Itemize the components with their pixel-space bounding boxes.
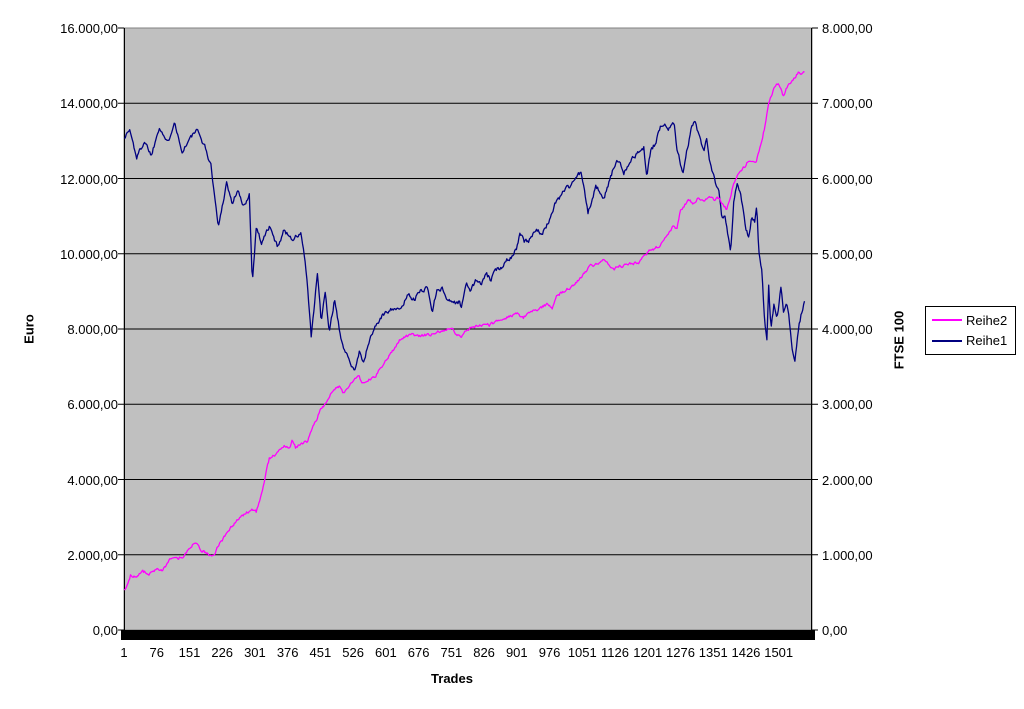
x-axis-label: 751 [440,645,463,660]
x-axis-label: 151 [178,645,201,660]
x-axis-label: 451 [309,645,332,660]
left-axis-label: 6.000,00 [67,397,118,413]
x-axis-label: 1051 [567,645,597,660]
x-axis-label: 826 [473,645,495,660]
x-axis-label: 1501 [764,645,794,660]
x-axis-label: 976 [538,645,561,660]
right-axis-label: 2.000,00 [822,472,873,488]
legend-item: Reihe1 [926,333,1015,348]
legend-label: Reihe1 [966,333,1008,349]
right-axis-title: FTSE 100 [891,310,907,370]
legend-label: Reihe2 [966,312,1008,328]
legend-line-sample [932,319,962,322]
left-axis-label: 0,00 [92,623,118,638]
right-axis-label: 7.000,00 [822,96,873,112]
right-axis-label: 3.000,00 [822,397,873,413]
x-axis-label: 601 [375,645,397,660]
x-axis-baseline [121,630,815,640]
legend-line-sample [932,339,962,342]
left-axis-label: 16.000,00 [60,21,118,36]
left-axis-label: 10.000,00 [60,246,118,262]
x-axis-label: 76 [149,645,164,660]
left-axis-title: Euro [21,314,37,344]
x-axis-label: 1126 [601,645,629,660]
x-axis-label: 1201 [633,645,663,660]
x-axis-label: 376 [276,645,299,660]
x-axis-label: 901 [505,645,528,660]
x-axis-label: 1 [120,645,128,660]
x-axis-label: 1426 [731,645,761,660]
series-line-reihe2 [123,71,805,591]
left-axis-label: 12.000,00 [60,171,118,187]
left-axis-label: 2.000,00 [67,547,118,563]
right-axis-label: 5.000,00 [822,246,873,262]
x-axis-label: 1351 [698,645,728,660]
right-axis-label: 1.000,00 [822,547,873,563]
legend: Reihe2 Reihe1 [925,306,1016,355]
x-axis-label: 676 [407,645,430,660]
right-axis-label: 6.000,00 [822,171,873,187]
x-axis-label: 226 [211,645,234,660]
series-line-reihe1 [124,120,806,371]
x-axis-label: 1276 [666,645,695,660]
left-axis-label: 8.000,00 [67,322,118,337]
x-axis-label: 526 [342,645,364,660]
legend-item: Reihe2 [926,313,1015,328]
left-axis-label: 4.000,00 [67,472,118,488]
right-axis-label: 4.000,00 [822,322,873,337]
right-axis-label: 0,00 [822,623,848,638]
x-axis-title: Trades [431,671,473,686]
left-axis-label: 14.000,00 [60,96,118,112]
right-axis-label: 8.000,00 [822,21,873,36]
x-axis-label: 301 [244,645,266,660]
